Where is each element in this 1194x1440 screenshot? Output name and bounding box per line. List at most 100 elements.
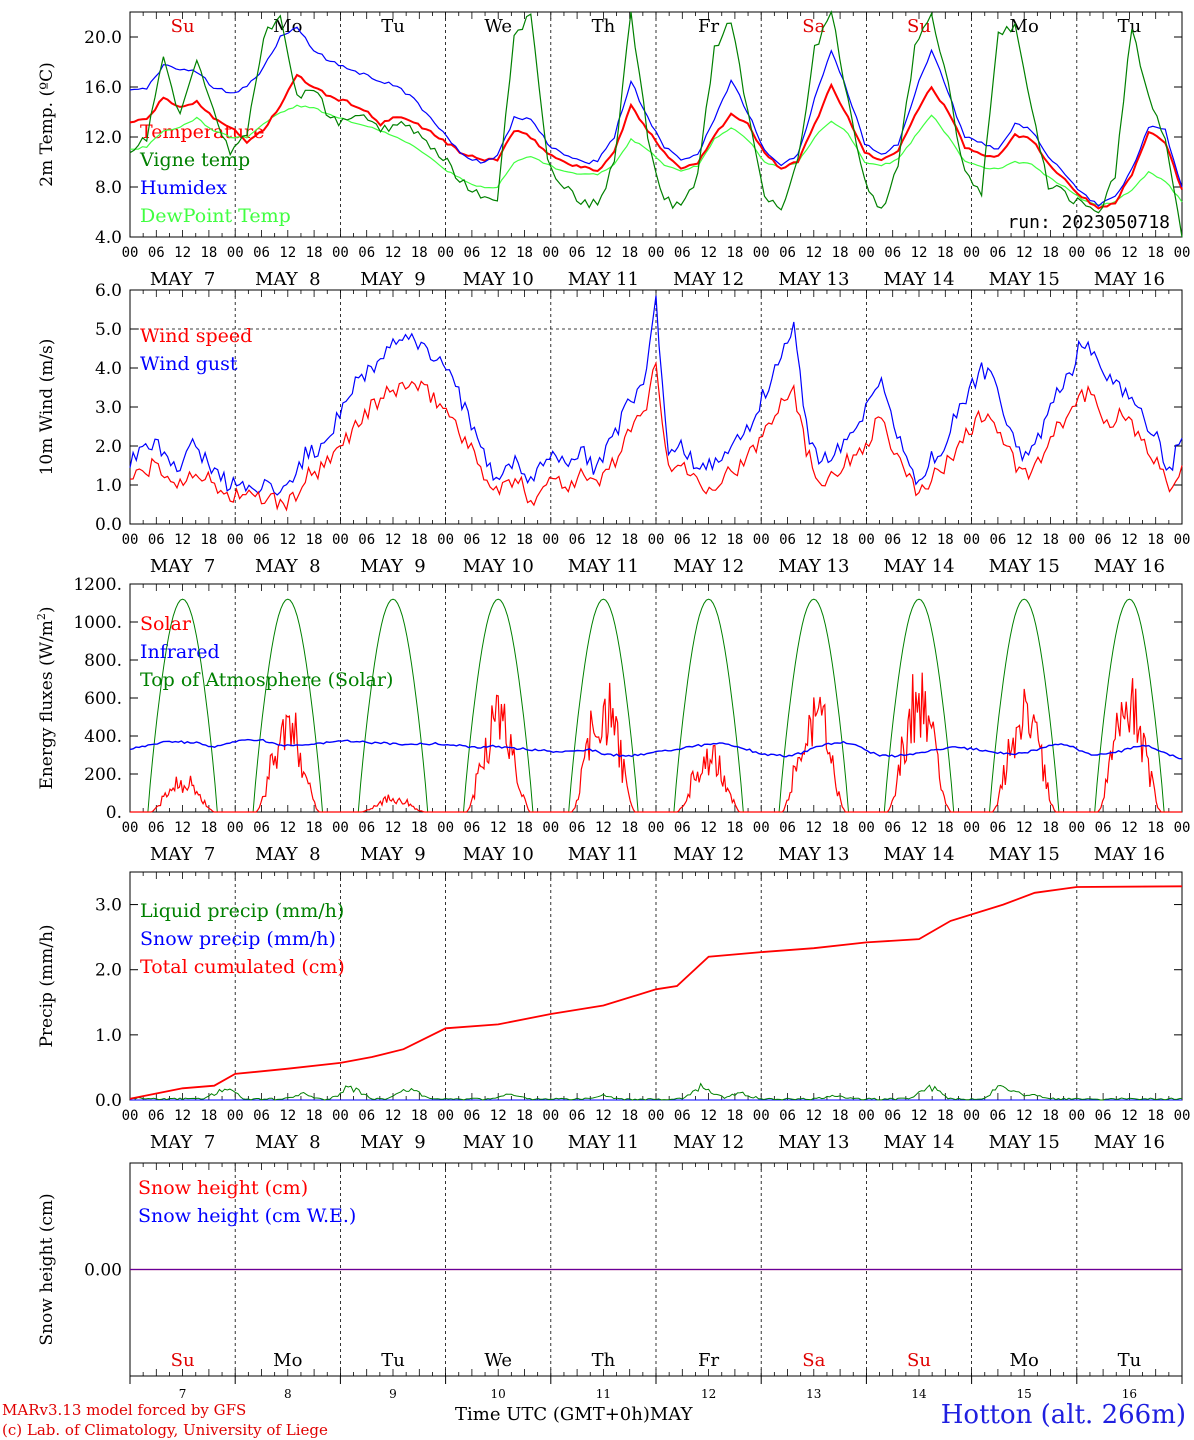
hour-tick-label: 12 [595, 820, 612, 836]
y-tick-label: 600. [84, 689, 122, 709]
hour-tick-label: 06 [884, 532, 901, 548]
date-label: MAY 11 [568, 1132, 639, 1153]
hour-tick-label: 18 [1147, 532, 1164, 548]
y-axis-label: Precip (mm/h) [37, 924, 57, 1047]
weekday-label: We [484, 16, 512, 37]
day-number: 10 [491, 1387, 506, 1401]
series-line [129, 360, 1183, 512]
hour-tick-label: 18 [411, 532, 428, 548]
hour-tick-label: 18 [306, 245, 323, 261]
panel-2: 0.0 1.0 2.0 3.0 4.0 5.0 6.0 10m Wind (m/s) 00 06 1… [37, 281, 1190, 577]
hour-tick-label: 18 [621, 245, 638, 261]
hour-tick-label: 00 [1068, 820, 1085, 836]
hour-tick-label: 06 [253, 532, 270, 548]
weekday-label: Tu [1118, 16, 1142, 37]
date-label: MAY 8 [255, 1132, 320, 1153]
hour-tick-label: 00 [648, 245, 665, 261]
hour-tick-label: 18 [1042, 245, 1059, 261]
hour-tick-label: 06 [463, 532, 480, 548]
date-label: MAY 7 [150, 844, 215, 865]
hour-tick-label: 00 [963, 1108, 980, 1124]
hour-tick-label: 00 [332, 1108, 349, 1124]
hour-tick-label: 00 [122, 820, 139, 836]
hour-tick-label: 06 [674, 245, 691, 261]
y-tick-label: 16.0 [84, 78, 122, 98]
date-label: MAY 11 [568, 844, 639, 865]
y-tick-label: 800. [84, 651, 122, 671]
hour-tick-label: 18 [832, 532, 849, 548]
series-line [129, 1082, 1183, 1101]
y-tick-label: 5.0 [95, 320, 122, 340]
day-number: 8 [284, 1387, 292, 1401]
hour-tick-label: 06 [569, 1108, 586, 1124]
hour-tick-label: 18 [726, 532, 743, 548]
hour-tick-label: 00 [1174, 532, 1191, 548]
weekday-label: Su [907, 16, 931, 37]
hour-tick-label: 00 [437, 820, 454, 836]
hour-tick-label: 12 [1016, 1108, 1033, 1124]
hour-tick-label: 12 [490, 820, 507, 836]
hour-tick-label: 12 [805, 245, 822, 261]
hour-tick-label: 00 [1174, 820, 1191, 836]
date-label: MAY 14 [883, 556, 954, 577]
hour-tick-label: 06 [148, 245, 165, 261]
weekday-label: Mo [1010, 1350, 1039, 1371]
hour-tick-label: 06 [1095, 1108, 1112, 1124]
hour-tick-label: 06 [989, 820, 1006, 836]
hour-tick-label: 12 [700, 820, 717, 836]
date-label: MAY 14 [883, 269, 954, 290]
date-label: MAY 14 [883, 1132, 954, 1153]
hour-tick-label: 00 [648, 1108, 665, 1124]
hour-tick-label: 12 [174, 245, 191, 261]
panel-5: 0.00 Snow height (cm) Su Mo Tu We Th Fr Sa Su Mo Tu… [37, 1162, 1183, 1401]
y-tick-label: 1.0 [95, 1026, 122, 1046]
date-label: MAY 13 [778, 844, 849, 865]
series-line [129, 73, 1183, 210]
y-tick-label: 3.0 [95, 398, 122, 418]
hour-tick-label: 18 [726, 1108, 743, 1124]
y-tick-label: 8.0 [95, 178, 122, 198]
y-tick-label: 3.0 [95, 896, 122, 916]
month-label: MAY [649, 1404, 693, 1425]
hour-tick-label: 12 [1121, 1108, 1138, 1124]
y-tick-label: 0.0 [95, 1091, 122, 1111]
hour-tick-label: 06 [674, 1108, 691, 1124]
y-tick-label: 20.0 [84, 28, 122, 48]
hour-tick-label: 06 [674, 820, 691, 836]
date-label: MAY 15 [989, 269, 1060, 290]
hour-tick-label: 12 [1016, 245, 1033, 261]
hour-tick-label: 18 [621, 1108, 638, 1124]
hour-tick-label: 12 [911, 245, 928, 261]
y-axis-label: 2m Temp. (ºC) [37, 62, 57, 187]
hour-tick-label: 12 [385, 820, 402, 836]
hour-tick-label: 06 [358, 532, 375, 548]
hour-tick-label: 06 [1095, 532, 1112, 548]
date-label: MAY 11 [568, 556, 639, 577]
weekday-label: Su [907, 1350, 931, 1371]
hour-tick-label: 18 [1147, 245, 1164, 261]
hour-tick-label: 12 [1121, 245, 1138, 261]
hour-tick-label: 06 [463, 820, 480, 836]
day-number: 7 [179, 1387, 187, 1401]
date-label: MAY 9 [360, 844, 425, 865]
date-label: MAY 7 [150, 1132, 215, 1153]
date-label: MAY 12 [673, 1132, 744, 1153]
day-number: 13 [806, 1387, 821, 1401]
date-label: MAY 16 [1094, 844, 1165, 865]
hour-tick-label: 00 [332, 245, 349, 261]
date-label: MAY 15 [989, 844, 1060, 865]
day-number: 12 [701, 1387, 716, 1401]
hour-tick-label: 06 [884, 1108, 901, 1124]
date-label: MAY 10 [463, 1132, 534, 1153]
date-label: MAY 14 [883, 844, 954, 865]
day-number: 14 [911, 1387, 927, 1401]
day-number: 9 [389, 1387, 397, 1401]
hour-tick-label: 18 [937, 1108, 954, 1124]
hour-tick-label: 12 [279, 1108, 296, 1124]
legend-entry: Snow precip (mm/h) [140, 928, 336, 950]
hour-tick-label: 18 [621, 532, 638, 548]
y-tick-label: 200. [84, 765, 122, 785]
hour-tick-label: 18 [411, 820, 428, 836]
hour-tick-label: 06 [884, 245, 901, 261]
hour-tick-label: 12 [174, 1108, 191, 1124]
